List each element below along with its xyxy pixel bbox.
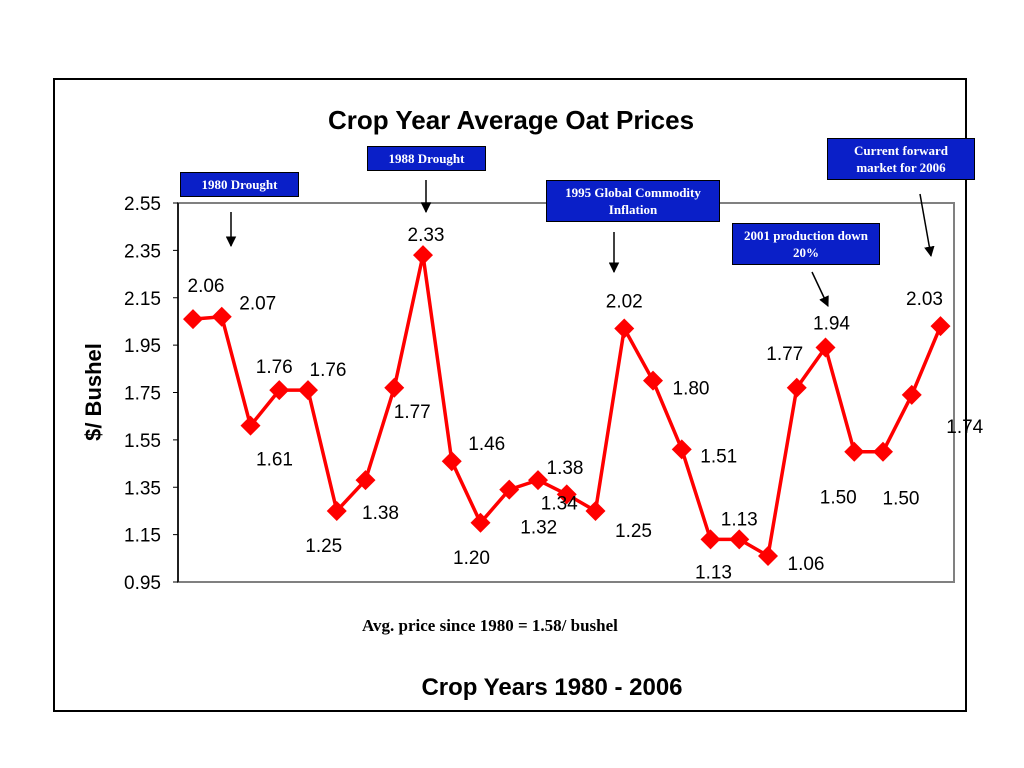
data-point-marker <box>211 306 232 327</box>
data-point-marker <box>815 337 836 358</box>
data-point-marker <box>758 545 778 566</box>
y-tick-label: 1.15 <box>124 526 161 547</box>
data-label: 1.77 <box>394 402 431 423</box>
data-point-marker <box>786 377 807 398</box>
y-tick-label: 2.55 <box>124 194 161 215</box>
y-tick-label: 1.95 <box>124 336 161 357</box>
callout-2001-production: 2001 production down 20% <box>732 223 880 265</box>
y-tick-label: 1.55 <box>124 431 161 452</box>
data-label: 1.61 <box>256 450 293 471</box>
data-label: 1.25 <box>305 536 342 557</box>
data-point-marker <box>528 470 548 491</box>
data-label: 1.50 <box>883 489 920 510</box>
y-tick-label: 1.75 <box>124 384 161 405</box>
data-point-marker <box>441 451 462 472</box>
callout-arrow <box>919 193 935 258</box>
data-point-marker <box>873 441 893 462</box>
data-label: 1.06 <box>788 554 825 575</box>
data-label: 1.76 <box>310 360 347 381</box>
data-point-marker <box>585 500 606 521</box>
data-label: 1.32 <box>520 517 557 538</box>
data-label: 1.50 <box>820 488 857 509</box>
y-tick-label: 2.15 <box>124 289 161 310</box>
callout-forward-market: Current forward market for 2006 <box>827 138 975 180</box>
callout-1995-inflation: 1995 Global Commodity Inflation <box>546 180 720 222</box>
y-tick-label: 0.95 <box>124 573 161 594</box>
data-label: 1.38 <box>547 458 584 479</box>
data-label: 1.94 <box>813 313 850 334</box>
data-label: 1.13 <box>695 562 732 583</box>
y-tick-label: 2.35 <box>124 241 161 262</box>
data-point-marker <box>844 441 865 462</box>
data-point-marker <box>614 318 635 339</box>
data-label: 2.02 <box>606 292 643 313</box>
y-axis: 2.55 2.35 2.15 1.95 1.75 1.55 1.35 1.15 0.95 <box>124 194 179 594</box>
chart-frame <box>53 78 967 712</box>
data-point-marker <box>470 512 491 533</box>
data-label: 1.38 <box>362 503 399 524</box>
data-point-marker <box>355 470 376 491</box>
x-axis-label: Crop Years 1980 - 2006 <box>421 674 682 701</box>
data-label: 1.46 <box>468 434 505 455</box>
data-label: 2.06 <box>188 276 225 297</box>
data-point-marker <box>671 439 692 460</box>
data-point-marker <box>729 529 750 550</box>
data-label: 1.51 <box>700 446 737 467</box>
y-axis-label: $/ Bushel <box>81 343 106 441</box>
data-point-marker <box>643 370 663 391</box>
data-point-marker <box>700 529 721 550</box>
data-label: 1.20 <box>453 548 490 569</box>
data-label: 1.74 <box>946 417 983 438</box>
callout-arrow <box>811 271 829 307</box>
data-point-marker <box>901 384 922 405</box>
data-label: 2.07 <box>239 294 276 315</box>
callout-1988-drought: 1988 Drought <box>367 146 486 171</box>
data-point-marker <box>930 316 951 337</box>
data-point-marker <box>384 377 405 398</box>
data-label: 1.77 <box>766 344 803 365</box>
data-label: 1.34 <box>541 494 578 515</box>
data-point-marker <box>556 484 577 505</box>
data-point-marker <box>269 380 290 401</box>
data-point-marker <box>326 500 347 521</box>
y-tick-label: 1.35 <box>124 478 161 499</box>
data-point-marker <box>298 380 318 401</box>
data-label: 1.80 <box>673 379 710 400</box>
chart-title: Crop Year Average Oat Prices <box>328 105 694 135</box>
data-label: 1.25 <box>615 521 652 542</box>
callout-arrows <box>225 180 935 307</box>
average-price-note: Avg. price since 1980 = 1.58/ bushel <box>362 616 618 635</box>
data-point-marker <box>499 479 520 500</box>
data-labels: 2.06 2.07 1.61 1.76 1.76 1.25 1.38 1.77 2.33 1.46… <box>188 225 984 583</box>
price-series <box>183 245 951 566</box>
callout-1980-drought: 1980 Drought <box>180 172 299 197</box>
data-point-marker <box>240 415 261 436</box>
data-label: 1.76 <box>256 357 293 378</box>
data-point-marker <box>183 309 203 330</box>
data-point-marker <box>413 245 433 266</box>
data-label: 2.33 <box>408 225 445 246</box>
data-label: 1.13 <box>721 509 758 530</box>
data-label: 2.03 <box>906 289 943 310</box>
